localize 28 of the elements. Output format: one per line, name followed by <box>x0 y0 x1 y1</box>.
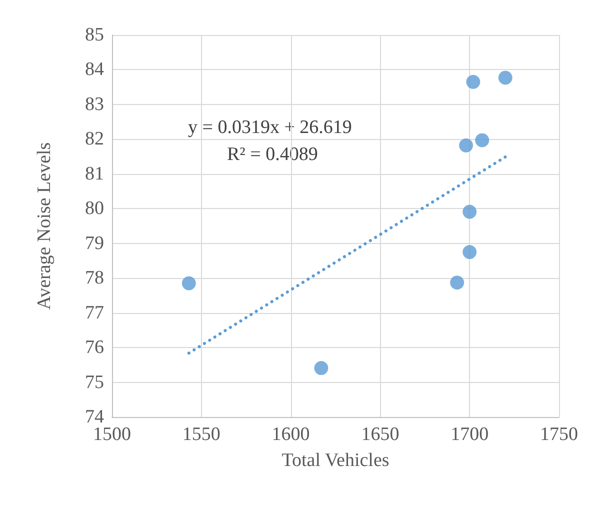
y-axis-title: Average Noise Levels <box>34 142 55 310</box>
y-tick-label: 80 <box>85 198 104 220</box>
x-tick-label: 1700 <box>450 424 489 445</box>
point <box>466 74 480 89</box>
point <box>462 204 477 219</box>
y-tick-label: 82 <box>85 128 104 150</box>
x-tick-label: 1600 <box>272 424 310 445</box>
x-tick-label: 1550 <box>182 424 220 445</box>
y-tick-label: 85 <box>85 24 104 46</box>
y-tick-label: 75 <box>85 372 104 393</box>
point <box>459 138 474 152</box>
x-tick-label: 1750 <box>540 424 578 445</box>
point <box>498 70 512 85</box>
point <box>314 361 328 376</box>
point <box>462 245 477 260</box>
x-axis-title: Total Vehicles <box>282 450 390 471</box>
annotation: y = 0.0319x + 26.619 <box>188 117 352 138</box>
y-tick-label: 78 <box>85 268 104 289</box>
y-tick-label: 79 <box>85 232 104 254</box>
y-tick-label: 83 <box>85 94 104 115</box>
y-tick-label: 77 <box>85 302 104 324</box>
point <box>182 276 196 290</box>
point <box>475 133 490 148</box>
y-tick-label: 76 <box>85 337 104 358</box>
x-tick-label: 1650 <box>361 424 400 445</box>
y-tick-label: 81 <box>85 163 104 184</box>
point <box>450 276 464 290</box>
y-tick-label: 84 <box>85 59 104 80</box>
